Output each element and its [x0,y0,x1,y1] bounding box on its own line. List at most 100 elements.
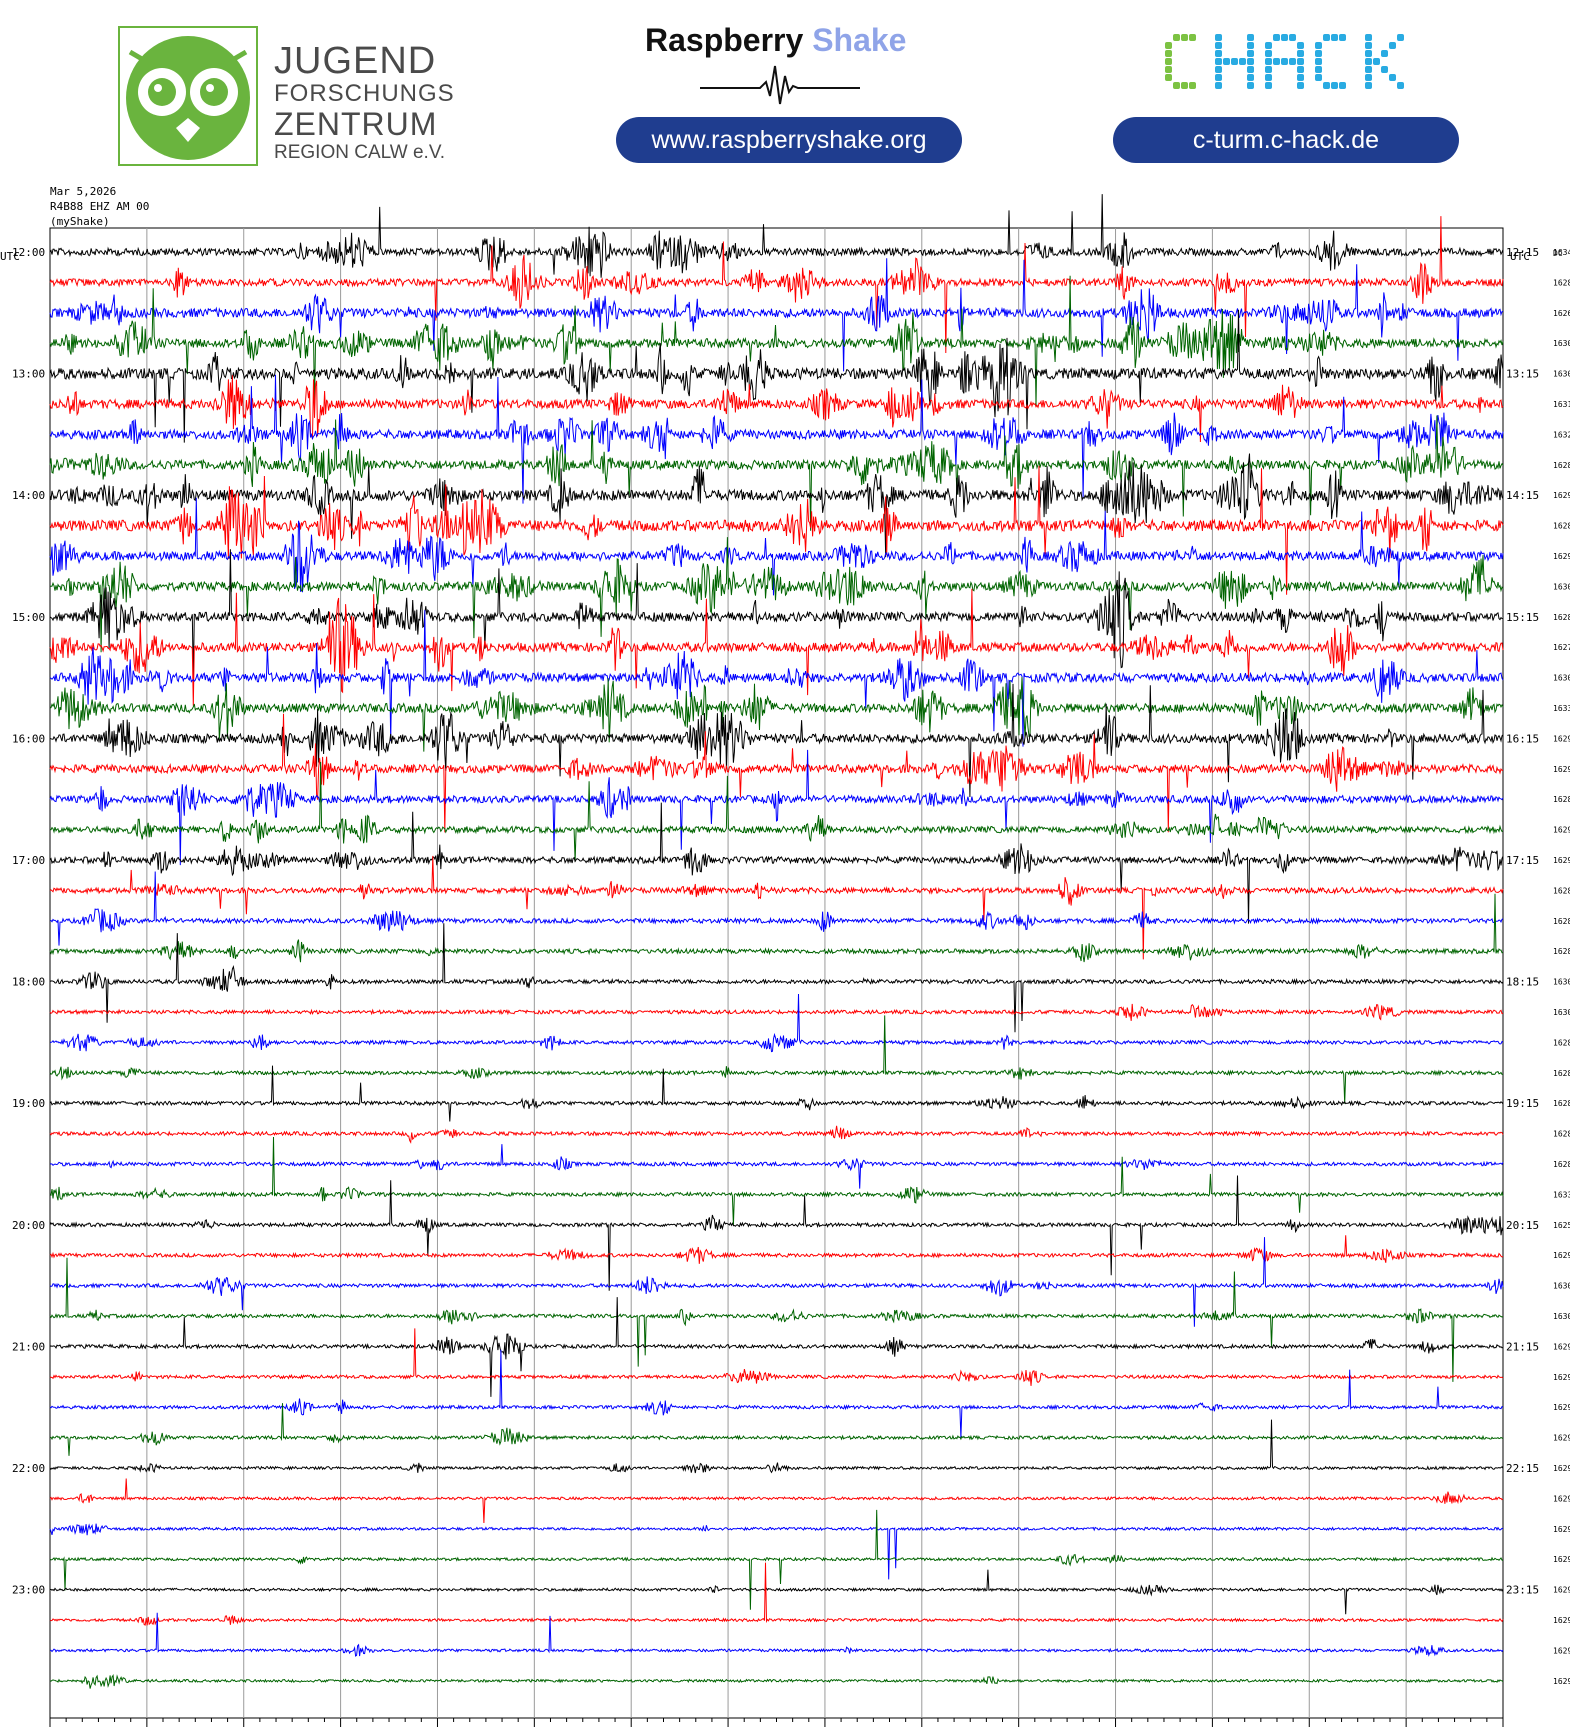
raspberryshake-url-link[interactable]: www.raspberryshake.org [616,117,962,163]
trace-line [49,1403,1504,1456]
jfz-name-line1: JUGEND [274,40,437,82]
dc-value: 16294 [1553,1342,1570,1351]
trace-line [49,1328,1504,1386]
dc-value: 16294 [1553,552,1570,561]
hour-label-right: 22:15 [1506,1462,1539,1475]
dc-value: 16286 [1553,278,1570,287]
dc-value: 16290 [1553,734,1570,743]
jfz-name-line4: REGION CALW e.V. [274,142,446,163]
hour-label-right: 15:15 [1506,611,1539,624]
dc-value: 16289 [1553,1160,1570,1169]
dc-value: 16288 [1553,947,1570,956]
trace-line [49,855,1504,960]
trace-line [49,683,1504,798]
dc-value: 16286 [1553,917,1570,926]
dc-label: DC [1553,249,1563,258]
hour-label-left: 12:00 [12,246,45,259]
utc-label-left: UTC [0,250,20,263]
trace-line [49,309,1504,443]
trace-line [49,374,1504,504]
hour-label-right: 21:15 [1506,1340,1539,1353]
hour-label-left: 17:00 [12,854,45,867]
dc-value: 16294 [1553,826,1570,835]
dc-value: 16290 [1553,1403,1570,1412]
dc-value: 16287 [1553,522,1570,531]
dc-value: 16288 [1553,1130,1570,1139]
rs-word1: Raspberry [645,22,804,58]
hour-label-right: 12:15 [1506,246,1539,259]
trace-line [49,1144,1504,1189]
dc-value: 16308 [1553,674,1570,683]
trace-line [49,497,1504,596]
trace-line [49,1509,1504,1610]
dc-value: 16294 [1553,1434,1570,1443]
trace-line [49,275,1504,407]
trace-line [49,549,1504,684]
header: JUGEND FORSCHUNGS ZENTRUM REGION CALW e.… [0,0,1570,170]
trace-line [49,537,1504,653]
trace-line [49,375,1504,443]
hour-label-left: 19:00 [12,1097,45,1110]
trace-line [49,1612,1504,1657]
dc-value: 16302 [1553,1282,1570,1291]
dc-value: 16288 [1553,1069,1570,1078]
jfz-logo: JUGEND FORSCHUNGS ZENTRUM REGION CALW e.… [118,26,454,166]
hour-label-left: 18:00 [12,976,45,989]
raspberry-shake-title: Raspberry Shake [645,22,906,59]
dc-value: 16305 [1553,370,1570,379]
plot-frame [49,227,1504,1719]
dc-value: 16309 [1553,1008,1570,1017]
trace-line [49,194,1504,278]
dc-value: 16336 [1553,704,1570,713]
dc-value: 16288 [1553,1038,1570,1047]
dc-value: 16303 [1553,582,1570,591]
trace-line [49,258,1504,372]
trace-line [49,1673,1504,1689]
dc-value: 16294 [1553,1525,1570,1534]
trace-line [49,677,1504,752]
dc-value: 16293 [1553,1586,1570,1595]
dc-value: 16290 [1553,1373,1570,1382]
hour-label-left: 16:00 [12,732,45,745]
dc-value: 16293 [1553,856,1570,865]
trace-line [49,415,1504,531]
dc-value: 16284 [1553,795,1570,804]
station-channel: R4B88 EHZ AM 00 [50,200,149,213]
trace-line [49,1562,1504,1626]
hour-label-right: 20:15 [1506,1219,1539,1232]
trace-line [49,1003,1504,1021]
helicorder-svg: Mar 5,2026 R4B88 EHZ AM 00 (myShake) UTC UTC… [0,185,1570,1736]
trace-line [49,216,1504,354]
trace-line [49,1569,1504,1615]
owl-logo-icon [118,26,258,166]
dc-value: 16293 [1553,1646,1570,1655]
jfz-name-line3: ZENTRUM [274,106,438,142]
dc-value: 16303 [1553,978,1570,987]
raspberry-shake-logo: Raspberry Shake [600,22,970,112]
dc-value: 16326 [1553,430,1570,439]
chack-logo-icon [1165,34,1404,89]
utc-label-right: UTC [1510,250,1530,263]
dc-value: 16296 [1553,491,1570,500]
trace-line [49,588,1504,706]
trace-line [49,871,1504,946]
dc-value: 16269 [1553,309,1570,318]
dc-value: 16298 [1553,765,1570,774]
trace-line [49,1478,1504,1524]
trace-line [49,465,1504,595]
station-source: (myShake) [50,215,110,228]
trace-line [49,1175,1504,1291]
hour-label-left: 21:00 [12,1340,45,1353]
helicorder-plot: Mar 5,2026 R4B88 EHZ AM 00 (myShake) UTC UTC… [0,170,1570,1736]
hour-label-right: 18:15 [1506,976,1539,989]
chack-url-link[interactable]: c-turm.c-hack.de [1113,117,1459,163]
trace-line [49,802,1504,924]
